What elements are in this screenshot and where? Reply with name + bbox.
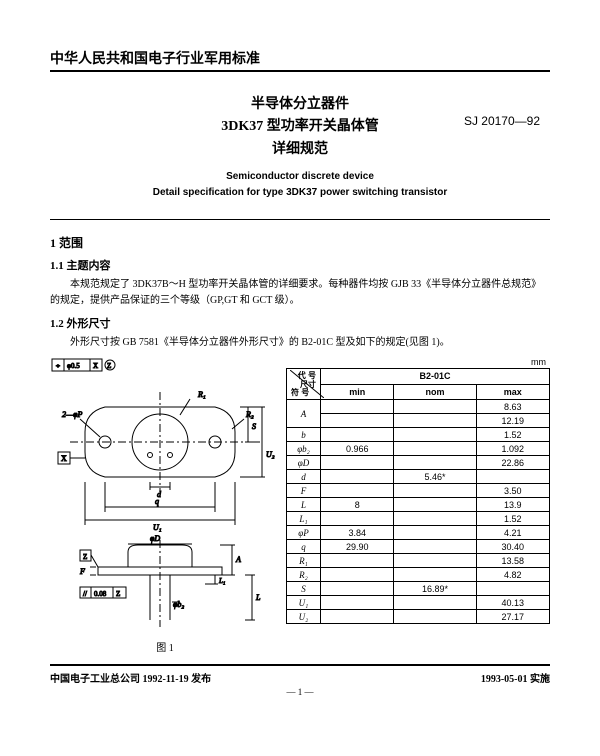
- footer-right: 1993-05-01 实施: [481, 670, 550, 685]
- paragraph-1-2: 外形尺寸按 GB 7581《半导体分立器件外形尺寸》的 B2-01C 型及如下的…: [50, 335, 550, 351]
- svg-text:Z: Z: [107, 362, 111, 370]
- unit-label: mm: [286, 357, 550, 367]
- svg-text:A: A: [235, 555, 241, 564]
- figure-1-caption: 图 1: [50, 639, 280, 654]
- svg-text:Z: Z: [116, 590, 120, 598]
- svg-text:φb₂: φb₂: [173, 600, 184, 609]
- hdr-sym: 符 号: [291, 387, 309, 398]
- svg-text:U₁: U₁: [153, 523, 162, 532]
- table-row: L813.9: [287, 498, 550, 512]
- paragraph-1-1: 本规范规定了 3DK37B～H 型功率开关晶体管的详细要求。每种器件均按 GJB…: [50, 277, 550, 309]
- col-max: max: [476, 384, 549, 400]
- svg-text:φ0.5: φ0.5: [67, 362, 80, 370]
- dimension-table: 代 号 尺寸 符 号 B2-01C min nom max A8.6312.19…: [286, 368, 550, 624]
- svg-text:S: S: [252, 422, 256, 431]
- table-row: S16.89*: [287, 582, 550, 596]
- package-code: B2-01C: [321, 369, 550, 385]
- svg-text:⌖: ⌖: [56, 362, 60, 370]
- table-row: φD22.86: [287, 456, 550, 470]
- standard-header: 中华人民共和国电子行业军用标准: [50, 48, 550, 72]
- subtitle-english: Semiconductor discrete device Detail spe…: [50, 169, 550, 201]
- table-row: L₁1.52: [287, 512, 550, 526]
- table-row: d5.46*: [287, 470, 550, 484]
- page-number: — 1 —: [50, 687, 550, 697]
- svg-text:X: X: [93, 362, 98, 370]
- en-line-2: Detail specification for type 3DK37 powe…: [153, 187, 448, 198]
- title-line-3: 详细规范: [50, 139, 550, 161]
- svg-text:Z: Z: [83, 553, 87, 561]
- table-row: U₂27.17: [287, 610, 550, 624]
- col-nom: nom: [394, 384, 476, 400]
- svg-text:X: X: [61, 454, 67, 463]
- section-1-2: 1.2 外形尺寸: [50, 315, 550, 331]
- table-row: φb₂0.9661.092: [287, 442, 550, 456]
- table-row: F3.50: [287, 484, 550, 498]
- table-row: b1.52: [287, 428, 550, 442]
- svg-text:R₁: R₁: [197, 390, 206, 399]
- svg-text:φD: φD: [150, 534, 160, 543]
- table-row: R₁13.58: [287, 554, 550, 568]
- table-row: φP3.844.21: [287, 526, 550, 540]
- svg-text:F: F: [79, 567, 85, 576]
- svg-text:2—φP: 2—φP: [62, 410, 83, 419]
- svg-text:U₂: U₂: [266, 450, 275, 459]
- horizontal-rule: [50, 219, 550, 220]
- section-1-1: 1.1 主题内容: [50, 257, 550, 273]
- svg-text:R₂: R₂: [245, 410, 254, 419]
- svg-text:0.08: 0.08: [94, 590, 107, 598]
- svg-text://: //: [83, 590, 87, 598]
- table-row: q29.9030.40: [287, 540, 550, 554]
- svg-text:L: L: [255, 593, 261, 602]
- section-1: 1 范围: [50, 234, 550, 251]
- col-min: min: [321, 384, 394, 400]
- title-block: 半导体分立器件 3DK37 型功率开关晶体管 详细规范 SJ 20170—92: [50, 94, 550, 161]
- svg-text:L₁: L₁: [218, 577, 225, 585]
- svg-text:d: d: [157, 490, 162, 499]
- en-line-1: Semiconductor discrete device: [226, 171, 374, 182]
- table-row: 12.19: [287, 414, 550, 428]
- table-row: U₁40.13: [287, 596, 550, 610]
- dimension-table-wrap: mm 代 号 尺寸 符 号 B2-01C: [286, 357, 550, 624]
- figure-1: ⌖ φ0.5 X Z: [50, 357, 280, 654]
- footer: 中国电子工业总公司 1992-11-19 发布 1993-05-01 实施: [50, 664, 550, 685]
- footer-left: 中国电子工业总公司 1992-11-19 发布: [50, 670, 211, 685]
- table-row: A8.63: [287, 400, 550, 414]
- standard-code: SJ 20170—92: [464, 114, 540, 128]
- table-row: R₂4.82: [287, 568, 550, 582]
